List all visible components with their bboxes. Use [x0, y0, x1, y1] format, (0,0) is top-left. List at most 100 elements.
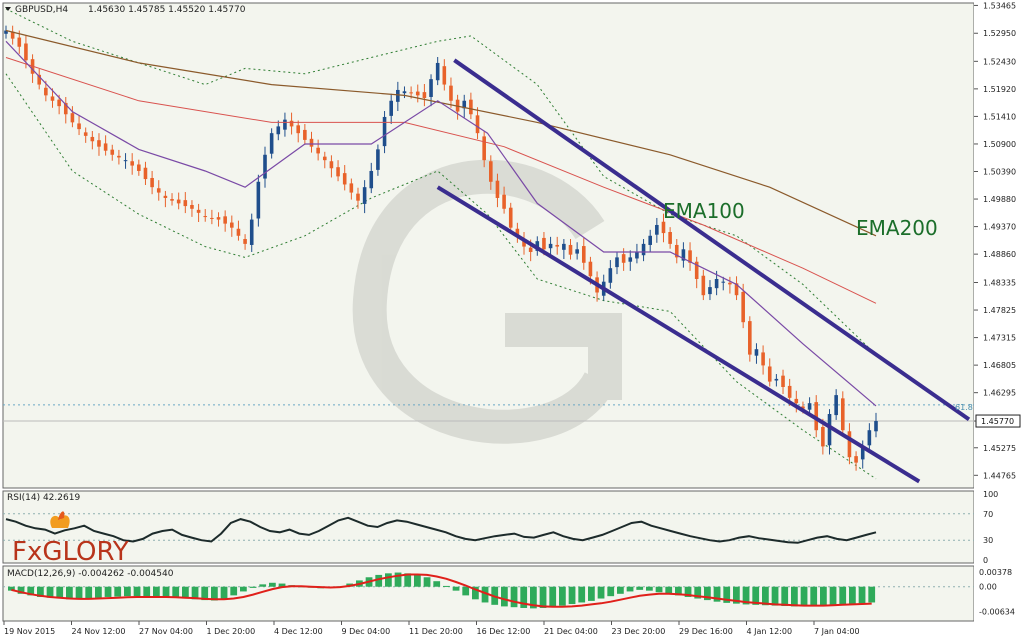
bull-candle [655, 224, 659, 235]
bear-candle [216, 217, 221, 220]
macd-bar [559, 586, 566, 606]
bear-candle [130, 161, 134, 166]
bull-candle [429, 79, 433, 97]
time-tick-label: 16 Dec 12:00 [477, 627, 531, 636]
brand-watermark [352, 159, 622, 444]
macd-signal-line [11, 573, 872, 608]
bear-candle [243, 239, 247, 244]
bull-candle [402, 91, 407, 94]
bull-candle [681, 249, 686, 261]
macd-bar [462, 586, 470, 596]
bull-candle [382, 116, 387, 147]
macd-bar [520, 586, 528, 608]
bear-candle [522, 239, 526, 247]
bear-candle [57, 99, 61, 107]
macd-bar [269, 582, 276, 587]
bear-candle [674, 244, 679, 258]
bear-candle [50, 96, 55, 101]
price-tick-label: 1.44765 [983, 471, 1016, 480]
bear-candle [24, 43, 28, 61]
bull-candle [575, 249, 579, 254]
bear-candle [210, 217, 214, 219]
macd-bar [472, 586, 479, 600]
bear-candle [190, 204, 194, 209]
time-tick-label: 4 Dec 12:00 [274, 627, 323, 636]
rsi-title: RSI(14) 42.2619 [7, 493, 80, 503]
macd-bar [771, 586, 779, 606]
bear-candle [110, 149, 115, 155]
bull-candle [123, 160, 128, 162]
symbol-label: GBPUSD,H4 [15, 5, 68, 15]
bear-candle [781, 375, 785, 388]
macd-bar [27, 586, 35, 596]
macd-bar [46, 586, 54, 598]
bear-candle [336, 167, 340, 177]
bear-candle [150, 177, 154, 188]
bear-candle [469, 99, 473, 115]
bear-candle [508, 207, 513, 228]
macd-tick-label: -0.00634 [979, 608, 1015, 617]
bear-candle [63, 102, 68, 115]
price-tick-label: 1.51920 [983, 85, 1016, 94]
price-tick-label: 1.50900 [983, 140, 1016, 149]
bear-candle [449, 85, 453, 101]
bear-candle [356, 193, 360, 201]
bear-candle [794, 398, 799, 404]
macd-bar [646, 586, 653, 591]
bear-candle [542, 237, 546, 250]
rsi-line [5, 516, 877, 544]
bear-candle [97, 140, 101, 147]
bear-candle [495, 180, 500, 198]
time-tick-label: 19 Nov 2015 [4, 627, 55, 636]
bull-candle [396, 89, 400, 102]
ema200-line [5, 29, 877, 237]
bull-candle [608, 268, 613, 283]
bear-candle [502, 194, 506, 209]
bear-candle [329, 161, 334, 169]
macd-bar [201, 586, 209, 601]
macd-bar [433, 581, 441, 587]
price-tick-label: 1.47315 [983, 334, 1016, 343]
bear-candle [442, 66, 447, 85]
bear-candle [170, 199, 174, 201]
fast-ma-line [5, 40, 877, 407]
bear-candle [176, 199, 181, 204]
bear-candle [515, 228, 520, 236]
bear-candle [156, 188, 161, 193]
macd-bar [800, 586, 808, 607]
macd-bar [104, 586, 112, 597]
bull-candle [376, 149, 380, 170]
macd-bar [733, 586, 740, 604]
bear-candle [70, 113, 75, 123]
macd-bar [791, 586, 798, 607]
macd-bar [597, 586, 605, 599]
bear-candle [761, 352, 765, 366]
bull-candle [435, 62, 440, 81]
rsi-tick-label: 70 [983, 510, 993, 519]
macd-bar [259, 584, 267, 587]
ema100-annotation: EMA100 [663, 199, 745, 223]
bear-candle [236, 228, 241, 236]
triangle-down-icon[interactable] [5, 7, 11, 11]
bull-candle [4, 30, 8, 34]
price-tick-label: 1.45275 [983, 444, 1016, 453]
bear-candle [748, 321, 752, 355]
time-tick-label: 21 Dec 04:00 [544, 627, 598, 636]
bull-candle [462, 100, 467, 109]
bear-candle [581, 246, 586, 263]
macd-bar [37, 586, 44, 597]
bear-candle [83, 132, 88, 136]
macd-bar [762, 586, 769, 606]
macd-bar [114, 586, 122, 597]
bear-candle [309, 138, 314, 147]
bear-candle [668, 231, 672, 244]
bull-candle [263, 154, 267, 179]
bear-candle [230, 222, 234, 228]
macd-bar [665, 586, 673, 594]
macd-bar [124, 586, 131, 597]
bear-candle [349, 183, 354, 193]
bear-candle [588, 261, 593, 277]
bear-candle [77, 123, 81, 130]
bull-candle [860, 446, 865, 460]
macd-bar [162, 586, 170, 598]
